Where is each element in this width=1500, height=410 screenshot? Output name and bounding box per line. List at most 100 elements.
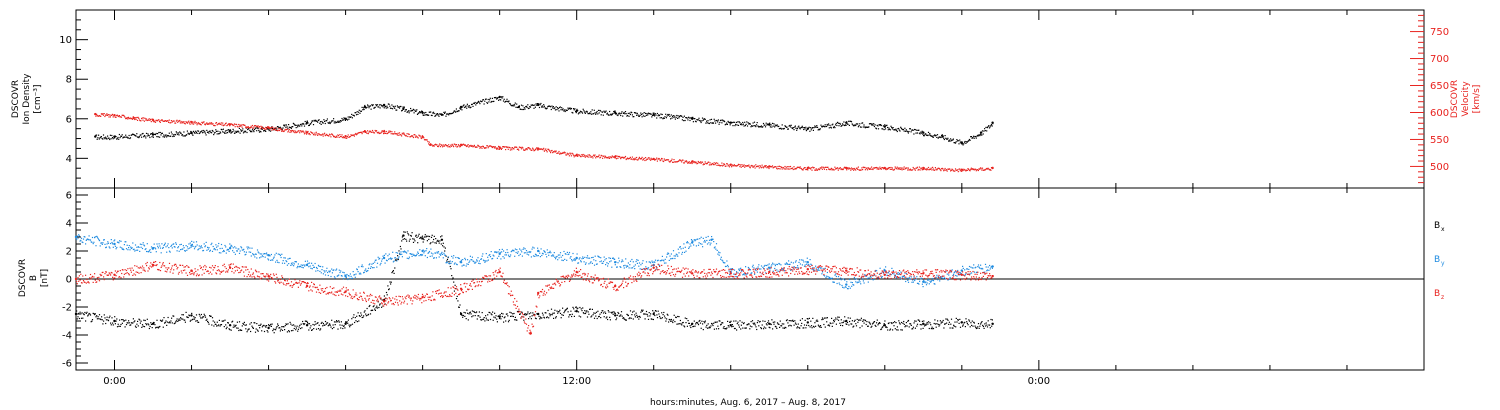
ion-density-sample-290 <box>296 124 298 126</box>
by-sample-780 <box>616 266 618 268</box>
ion-density-sample-379 <box>358 111 360 113</box>
by-sample-473 <box>403 250 406 252</box>
ion-density-sample-1271 <box>976 135 978 137</box>
by-sample-380 <box>339 271 341 274</box>
bx-sample-505 <box>426 235 428 237</box>
velocity-sample-1159 <box>898 168 900 170</box>
bx-sample-327 <box>302 323 304 325</box>
bx-sample-560 <box>464 315 466 317</box>
bx-sample-1064 <box>813 326 815 328</box>
by-sample-4 <box>78 235 80 237</box>
ion-density-sample-45 <box>126 136 128 138</box>
bx-sample-750 <box>595 311 598 313</box>
ion-density-sample-168 <box>211 129 213 132</box>
by-sample-681 <box>548 254 550 256</box>
velocity-sample-344 <box>333 135 335 137</box>
bx-sample-1317 <box>989 324 991 326</box>
ion-density-sample-1204 <box>929 134 932 136</box>
by-sample-568 <box>469 255 471 257</box>
velocity-sample-632 <box>533 150 535 152</box>
ion-density-sample-674 <box>562 108 564 110</box>
by-sample-405 <box>356 269 358 271</box>
by-sample-434 <box>376 262 379 264</box>
bx-sample-532 <box>444 247 446 249</box>
ion-density-sample-84 <box>153 133 155 135</box>
by-sample-388 <box>345 274 347 276</box>
bx-sample-209 <box>220 324 223 326</box>
velocity-sample-954 <box>756 165 758 168</box>
ion-density-sample-368 <box>350 116 352 118</box>
ion-density-sample-93 <box>159 131 161 134</box>
by-sample-764 <box>605 258 607 260</box>
velocity-sample-462 <box>415 135 417 137</box>
velocity-sample-558 <box>482 145 484 147</box>
ion-density-sample-1200 <box>927 134 929 137</box>
ion-density-sample-597 <box>509 102 511 105</box>
bx-sample-135 <box>169 322 171 324</box>
by-sample-266 <box>260 256 262 258</box>
by-sample-781 <box>617 262 619 264</box>
by-sample-170 <box>193 248 196 250</box>
bx-sample-736 <box>586 310 588 312</box>
ion-density-sample-1075 <box>840 125 842 127</box>
velocity-sample-350 <box>337 135 340 137</box>
velocity-sample-641 <box>539 148 541 150</box>
ion-density-sample-1173 <box>908 130 910 133</box>
bx-sample-1033 <box>792 319 794 321</box>
velocity-sample-964 <box>763 166 765 168</box>
ion-density-sample-932 <box>741 124 743 126</box>
bx-sample-176 <box>198 321 200 323</box>
velocity-sample-756 <box>619 156 621 158</box>
velocity-sample-968 <box>766 167 768 169</box>
by-sample-466 <box>399 252 401 254</box>
by-sample-206 <box>218 252 220 254</box>
ion-density-sample-951 <box>754 125 756 127</box>
velocity-sample-446 <box>404 134 406 136</box>
by-sample-333 <box>306 260 309 262</box>
velocity-sample-380 <box>358 132 360 134</box>
bx-sample-21 <box>90 321 92 323</box>
velocity-sample-457 <box>412 135 414 137</box>
ion-density-sample-307 <box>308 124 310 127</box>
ion-density-sample-844 <box>680 115 682 117</box>
bx-sample-1239 <box>934 323 937 325</box>
ion-density-sample-634 <box>534 106 536 108</box>
bx-sample-958 <box>740 328 742 330</box>
velocity-sample-620 <box>525 148 527 150</box>
velocity-sample-959 <box>760 166 762 168</box>
velocity-sample-711 <box>588 156 590 158</box>
ion-density-sample-394 <box>368 107 370 109</box>
by-sample-214 <box>224 244 226 247</box>
bx-sample-25 <box>93 313 95 315</box>
by-sample-697 <box>559 254 561 256</box>
by-sample-403 <box>355 273 357 275</box>
by-sample-865 <box>675 253 677 255</box>
by-sample-670 <box>540 248 542 250</box>
velocity-sample-112 <box>172 120 175 122</box>
velocity-sample-615 <box>521 146 523 148</box>
velocity-sample-751 <box>615 158 618 160</box>
bx-sample-91 <box>139 319 141 321</box>
bx-sample-220 <box>228 328 230 330</box>
bx-sample-1321 <box>991 319 993 321</box>
ion-density-sample-98 <box>163 134 165 136</box>
velocity-sample-85 <box>154 120 156 122</box>
ion-density-sample-529 <box>462 106 464 108</box>
ion-density-sample-581 <box>498 99 500 101</box>
by-sample-644 <box>522 248 524 250</box>
by-sample-426 <box>371 263 373 265</box>
ion-density-sample-906 <box>723 120 725 122</box>
bx-sample-1016 <box>780 325 782 327</box>
ion-density-sample-923 <box>735 123 737 125</box>
by-sample-289 <box>276 259 278 261</box>
bx-sample-879 <box>685 322 687 324</box>
velocity-sample-3 <box>97 115 99 117</box>
ion-density-sample-713 <box>589 113 591 115</box>
bx-sample-1121 <box>853 325 855 327</box>
ion-density-sample-38 <box>121 134 123 136</box>
ion-density-sample-1130 <box>878 124 880 126</box>
bx-sample-503 <box>424 234 426 236</box>
ion-density-sample-469 <box>420 111 422 113</box>
ion-density-sample-934 <box>742 123 744 125</box>
ion-density-sample-228 <box>253 131 255 133</box>
